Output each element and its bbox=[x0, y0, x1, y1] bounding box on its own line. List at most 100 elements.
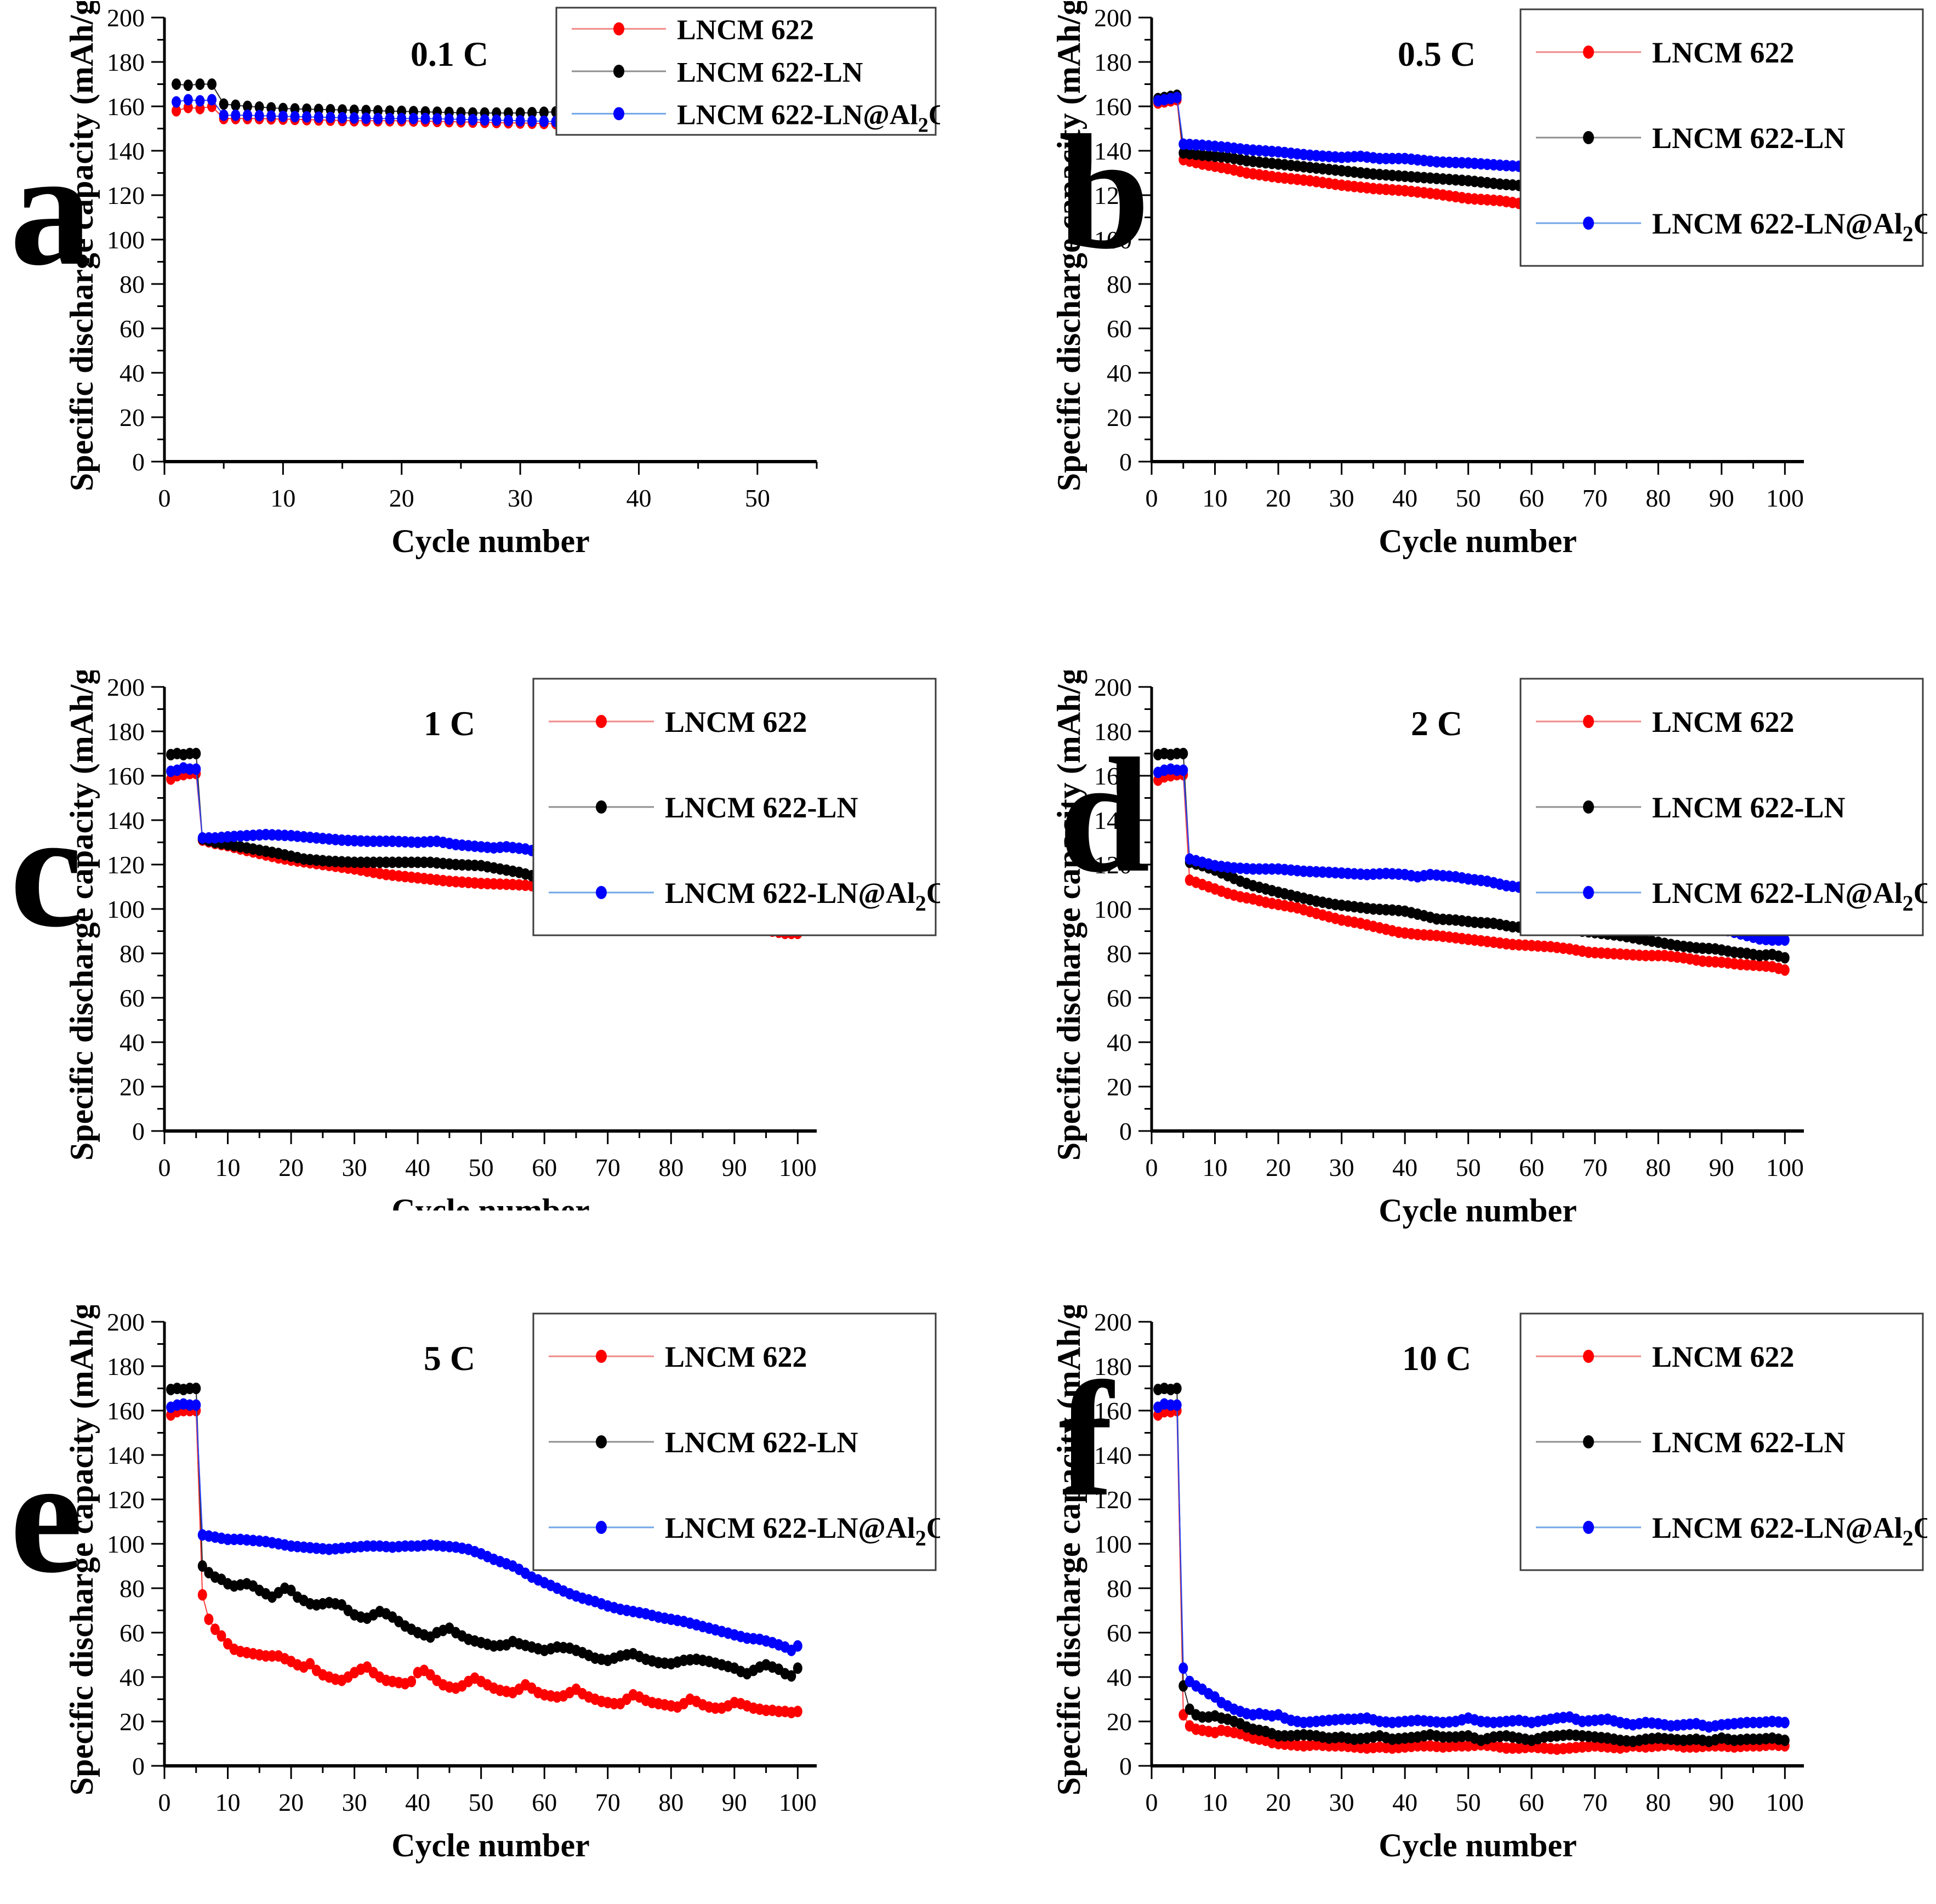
legend-entry-LNCM-622-LN-Al2O3: LNCM 622-LN@Al2O3 bbox=[549, 1511, 960, 1550]
x-tick-label: 40 bbox=[1392, 484, 1417, 512]
y-tick-label: 100 bbox=[107, 895, 145, 923]
data-point bbox=[195, 78, 205, 90]
data-point bbox=[286, 1584, 296, 1596]
data-point bbox=[456, 113, 466, 126]
x-tick-label: 80 bbox=[1645, 484, 1671, 512]
data-point bbox=[183, 94, 193, 106]
series-LNCM-622 bbox=[166, 1405, 802, 1719]
legend-entry-LNCM-622-LN: LNCM 622-LN bbox=[1536, 122, 1845, 155]
data-point bbox=[480, 114, 489, 126]
data-point bbox=[468, 113, 477, 126]
panel-f: f 0 20 40 60 80 100 120 140 160 180 200 0 10 20 30 40 50… bbox=[968, 1269, 1936, 1904]
data-point bbox=[539, 115, 549, 127]
data-point bbox=[397, 112, 407, 124]
legend-marker-dot bbox=[1583, 1521, 1594, 1534]
data-point bbox=[1780, 934, 1790, 946]
data-point bbox=[787, 1670, 796, 1682]
y-tick-label: 120 bbox=[107, 1486, 145, 1514]
y-tick-label: 140 bbox=[1094, 806, 1132, 834]
rate-title: 1 C bbox=[424, 704, 475, 743]
data-point bbox=[197, 1560, 207, 1572]
x-tick-label: 50 bbox=[745, 484, 770, 512]
panel-letter-f: f bbox=[1058, 1348, 1113, 1530]
axes-f: 0 20 40 60 80 100 120 140 160 180 200 0 10 20 30 40 50 60… bbox=[1094, 1308, 1804, 1816]
legend-marker-dot bbox=[596, 715, 607, 728]
y-tick-label: 140 bbox=[107, 1441, 145, 1469]
y-tick-label: 100 bbox=[1094, 1530, 1132, 1558]
y-tick-label: 200 bbox=[1094, 4, 1132, 32]
legend-marker-dot bbox=[613, 65, 624, 78]
legend-label: LNCM 622-LN bbox=[665, 1426, 858, 1459]
legend: LNCM 622 LNCM 622-LN LNCM 622-LN@Al2O3 bbox=[1519, 678, 1936, 936]
data-point bbox=[207, 78, 217, 90]
data-point bbox=[254, 101, 264, 113]
chart-10C: 0 20 40 60 80 100 120 140 160 180 200 0 10 20 30 40 50 60… bbox=[1051, 1292, 1936, 1863]
x-tick-label: 60 bbox=[1519, 484, 1544, 512]
x-axis-title: Cycle number bbox=[391, 1192, 590, 1210]
x-tick-label: 20 bbox=[1266, 1153, 1291, 1181]
data-point bbox=[290, 111, 300, 123]
panel-a: a 0 20 40 60 80 100 120 140 160 180 200 0 10 20 30 40 50… bbox=[0, 0, 968, 634]
x-tick-label: 60 bbox=[532, 1788, 557, 1816]
y-tick-label: 180 bbox=[107, 48, 145, 76]
legend-label: LNCM 622-LN bbox=[1652, 122, 1845, 155]
y-axis-title: Specific discharge capacity (mAh/g) bbox=[1051, 1, 1087, 491]
legend-label: LNCM 622 bbox=[677, 15, 814, 46]
data-point bbox=[1178, 748, 1188, 759]
x-tick-label: 20 bbox=[389, 484, 414, 512]
y-axis-title: Specific discharge capacity (mAh/g) bbox=[64, 1305, 100, 1795]
x-tick-label: 20 bbox=[1266, 484, 1291, 512]
legend-label: LNCM 622 bbox=[665, 1340, 807, 1373]
data-point bbox=[195, 95, 205, 107]
rate-title: 0.5 C bbox=[1398, 35, 1476, 73]
y-tick-label: 160 bbox=[1094, 93, 1132, 121]
legend-label: LNCM 622-LN@Al2O3 bbox=[1652, 877, 1927, 916]
x-tick-label: 100 bbox=[779, 1153, 817, 1181]
legend-entry-LNCM-622-LN: LNCM 622-LN bbox=[549, 1426, 858, 1459]
legend-marker-dot bbox=[1583, 131, 1594, 144]
data-point bbox=[172, 105, 181, 117]
panel-c: c 0 20 40 60 80 100 120 140 160 180 200 0 10 20 30 40 50… bbox=[0, 634, 968, 1269]
legend-entry-LNCM-622-LN: LNCM 622-LN bbox=[549, 791, 858, 824]
x-axis-title: Cycle number bbox=[391, 523, 590, 559]
data-point bbox=[326, 111, 335, 123]
y-tick-label: 100 bbox=[1094, 226, 1132, 254]
y-tick-label: 80 bbox=[119, 270, 145, 298]
legend-label: LNCM 622 bbox=[1652, 1340, 1794, 1373]
x-tick-label: 30 bbox=[1329, 1788, 1354, 1816]
y-tick-label: 80 bbox=[119, 1575, 145, 1602]
data-point bbox=[243, 109, 252, 121]
x-tick-label: 90 bbox=[1709, 1788, 1734, 1816]
data-point bbox=[408, 112, 418, 124]
y-tick-label: 20 bbox=[119, 1073, 145, 1101]
x-tick-label: 90 bbox=[1709, 1153, 1734, 1181]
y-tick-label: 160 bbox=[1094, 762, 1132, 790]
x-tick-label: 60 bbox=[1519, 1153, 1544, 1181]
y-tick-label: 60 bbox=[1107, 984, 1132, 1012]
legend-marker-dot bbox=[1583, 886, 1594, 899]
data-point bbox=[527, 115, 537, 127]
x-tick-label: 90 bbox=[722, 1153, 747, 1181]
x-tick-label: 10 bbox=[1203, 1788, 1228, 1816]
rate-title: 5 C bbox=[424, 1339, 475, 1378]
y-tick-label: 200 bbox=[107, 1308, 145, 1336]
legend-label: LNCM 622 bbox=[1652, 36, 1794, 69]
y-tick-label: 0 bbox=[1119, 1752, 1132, 1780]
legend-marker-dot bbox=[1583, 46, 1594, 59]
y-tick-label: 120 bbox=[107, 181, 145, 209]
legend-entry-LNCM-622: LNCM 622 bbox=[549, 706, 807, 738]
y-tick-label: 0 bbox=[1119, 1117, 1132, 1145]
y-tick-label: 0 bbox=[1119, 448, 1132, 476]
x-tick-label: 10 bbox=[215, 1788, 241, 1816]
data-point bbox=[1172, 1383, 1182, 1394]
data-point bbox=[1178, 764, 1188, 776]
x-axis-title: Cycle number bbox=[1379, 1827, 1577, 1863]
y-tick-label: 160 bbox=[107, 1397, 145, 1425]
y-tick-label: 40 bbox=[1107, 359, 1132, 387]
y-tick-label: 40 bbox=[119, 1663, 145, 1691]
y-tick-label: 60 bbox=[1107, 315, 1132, 343]
y-tick-label: 60 bbox=[119, 315, 145, 343]
data-point bbox=[254, 110, 264, 122]
x-tick-label: 80 bbox=[658, 1788, 684, 1816]
data-point bbox=[243, 100, 252, 112]
